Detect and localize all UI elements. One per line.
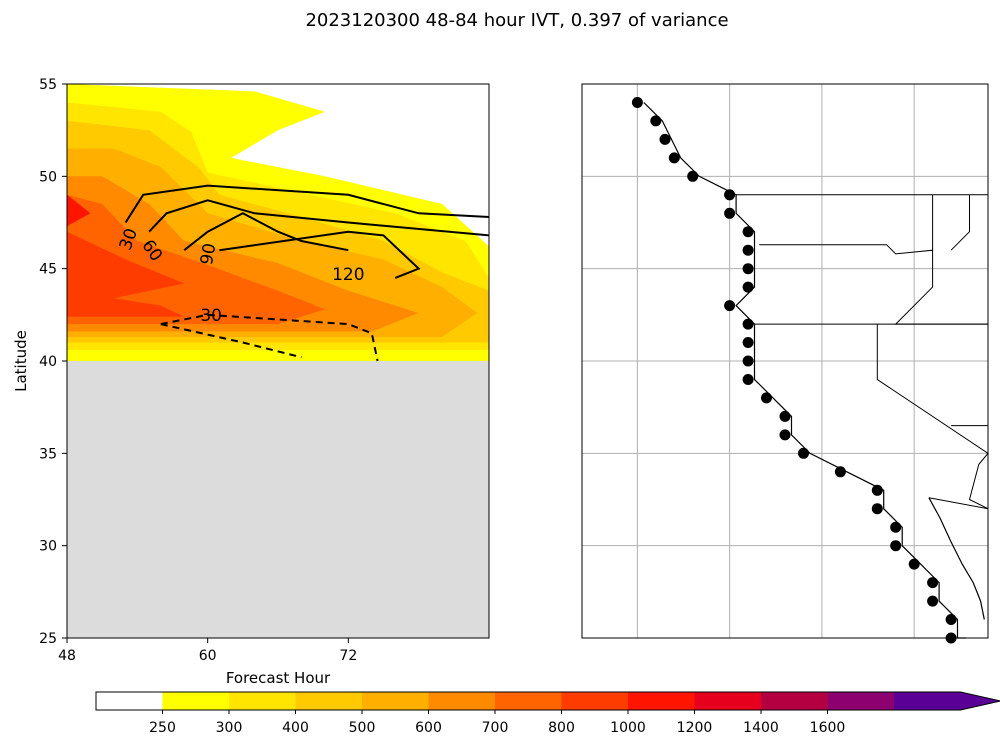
station-marker bbox=[742, 281, 754, 293]
left-axis-ticks: 48 60 72 25 30 35 40 45 50 55 bbox=[39, 77, 357, 664]
contour-line-30-solid bbox=[124, 184, 490, 224]
station-marker bbox=[834, 466, 846, 478]
station-marker bbox=[659, 133, 671, 145]
y-axis-label: Latitude bbox=[12, 330, 30, 392]
state-border bbox=[876, 324, 989, 510]
station-marker bbox=[779, 410, 791, 422]
colorbar-tick-label: 1400 bbox=[743, 720, 779, 736]
contour-label: 120 bbox=[332, 265, 364, 285]
station-marker bbox=[742, 374, 754, 385]
colorbar-segment bbox=[162, 692, 230, 710]
x-tick-label: 72 bbox=[339, 648, 357, 664]
contour-label: 30 bbox=[200, 306, 222, 326]
colorbar-segment bbox=[295, 692, 363, 710]
contour-line-120-solid bbox=[219, 230, 421, 279]
station-marker bbox=[945, 614, 957, 625]
x-tick-label: 60 bbox=[199, 648, 217, 664]
station-marker bbox=[724, 207, 736, 219]
missing-data-region bbox=[67, 361, 489, 638]
colorbar-segment bbox=[362, 692, 429, 710]
station-marker bbox=[798, 447, 809, 459]
colorbar-tick-label: 400 bbox=[282, 720, 309, 736]
y-tick-label: 55 bbox=[39, 77, 57, 93]
station-marker bbox=[724, 189, 736, 201]
map-gridlines bbox=[582, 84, 988, 638]
state-border bbox=[928, 497, 989, 510]
station-marker bbox=[871, 484, 883, 496]
state-border bbox=[759, 244, 988, 325]
y-tick-label: 40 bbox=[39, 354, 57, 370]
y-tick-label: 35 bbox=[39, 446, 57, 462]
x-tick-label: 48 bbox=[58, 648, 76, 664]
station-marker bbox=[779, 429, 791, 441]
station-marker bbox=[724, 300, 736, 312]
station-marker bbox=[908, 558, 920, 570]
station-marker bbox=[890, 540, 902, 552]
state-border bbox=[950, 194, 970, 251]
colorbar-tick-label: 250 bbox=[149, 720, 176, 736]
station-marker bbox=[742, 244, 754, 256]
station-marker bbox=[742, 318, 754, 330]
colorbar: 250 300 400 500 600 700 800 1000 1200 1400 1600 bbox=[95, 691, 1000, 736]
station-marker bbox=[890, 521, 902, 533]
station-map-panel bbox=[581, 83, 989, 644]
figure-title: 2023120300 48-84 hour IVT, 0.397 of vari… bbox=[305, 10, 728, 31]
gulf-coastline bbox=[928, 497, 985, 620]
colorbar-tick-label: 300 bbox=[216, 720, 243, 736]
colorbar-segment bbox=[229, 692, 296, 710]
contour-line-90-solid bbox=[183, 212, 349, 252]
colorbar-segment bbox=[694, 692, 762, 710]
state-borders bbox=[724, 194, 989, 510]
contour-line-60-solid bbox=[148, 199, 490, 237]
station-marker bbox=[927, 595, 939, 607]
station-marker bbox=[650, 115, 662, 127]
colorbar-tick-label: 500 bbox=[349, 720, 376, 736]
station-marker bbox=[761, 392, 772, 404]
station-marker bbox=[631, 97, 643, 108]
station-marker bbox=[742, 337, 754, 348]
colorbar-segment bbox=[761, 692, 828, 710]
colorbar-tick-label: 1600 bbox=[810, 720, 846, 736]
colorbar-outline bbox=[95, 691, 1000, 711]
ivt-fill-1000 bbox=[67, 194, 91, 227]
station-marker bbox=[687, 170, 699, 182]
y-tick-label: 30 bbox=[39, 539, 57, 555]
ivt-hovmoller-panel: 30 60 90 120 30 48 60 72 25 30 35 40 45 50 55 Forecas… bbox=[12, 77, 490, 687]
y-tick-label: 25 bbox=[39, 631, 57, 647]
colorbar-tick-label: 800 bbox=[548, 720, 575, 736]
contour-lines bbox=[124, 184, 490, 362]
colorbar-segment bbox=[827, 692, 895, 710]
colorbar-tick-label: 1000 bbox=[610, 720, 646, 736]
station-marker bbox=[668, 152, 680, 164]
colorbar-tick-label: 600 bbox=[415, 720, 442, 736]
contour-label: 90 bbox=[197, 242, 220, 267]
colorbar-segment bbox=[561, 692, 629, 710]
station-marker bbox=[742, 226, 754, 238]
colorbar-segment bbox=[96, 692, 163, 710]
y-tick-label: 45 bbox=[39, 262, 57, 278]
station-markers bbox=[631, 97, 957, 644]
colorbar-tick-label: 700 bbox=[482, 720, 509, 736]
coastline bbox=[643, 102, 985, 639]
x-axis-label: Forecast Hour bbox=[226, 669, 331, 687]
ivt-fill-800 bbox=[67, 231, 185, 317]
y-tick-label: 50 bbox=[39, 169, 57, 185]
ivt-filled-contours bbox=[67, 84, 489, 361]
station-marker bbox=[871, 503, 883, 515]
right-axes-frame bbox=[581, 83, 989, 639]
colorbar-extend-arrow bbox=[894, 692, 1000, 710]
station-marker bbox=[742, 263, 754, 275]
contour-line-30-dashed bbox=[160, 323, 302, 359]
station-marker bbox=[927, 577, 939, 589]
colorbar-tick-label: 1200 bbox=[677, 720, 713, 736]
colorbar-segment bbox=[628, 692, 695, 710]
station-marker bbox=[742, 355, 754, 367]
colorbar-segment bbox=[428, 692, 496, 710]
colorbar-segment bbox=[495, 692, 562, 710]
pacific-coastline bbox=[643, 102, 966, 639]
